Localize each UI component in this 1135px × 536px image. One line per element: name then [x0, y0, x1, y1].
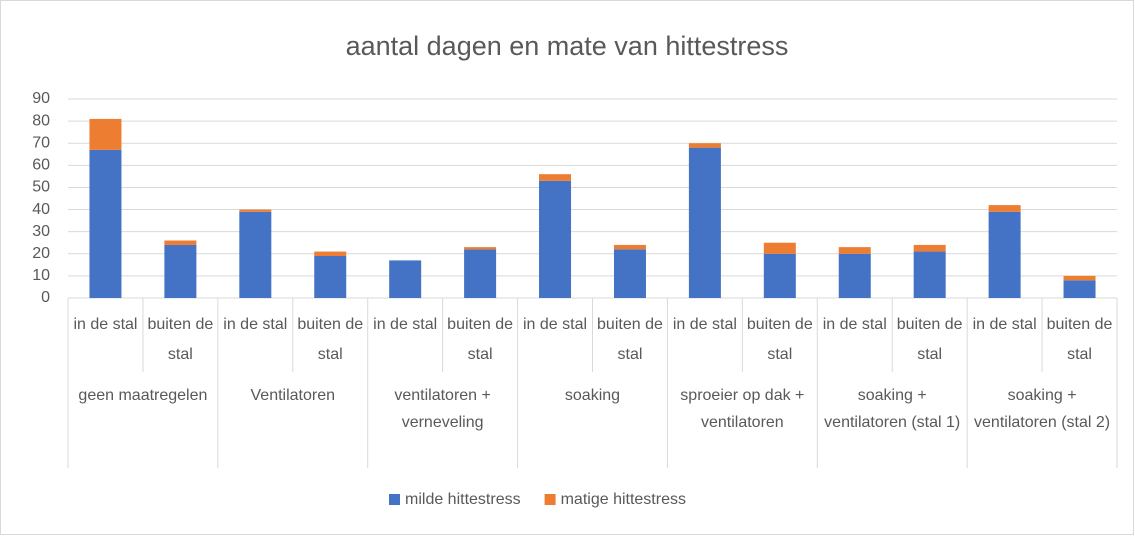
y-tick-label: 70: [32, 134, 50, 151]
x-tick-label: in de stal: [373, 316, 438, 333]
x-tick-label: buiten de stal: [1046, 316, 1113, 363]
x-tick-label: in de stal: [523, 316, 588, 333]
y-tick-label: 40: [32, 201, 50, 218]
y-tick-label: 10: [32, 267, 50, 284]
bar-segment: [539, 180, 572, 298]
legend-label: matige hittestress: [561, 491, 686, 508]
bar-segment: [838, 253, 871, 298]
x-tick-label: buiten de stal: [597, 316, 663, 363]
bar-segment: [314, 251, 347, 256]
bar-segment: [89, 118, 122, 150]
x-tick-label: in de stal: [672, 316, 737, 333]
bar-segment: [464, 247, 497, 250]
legend-swatch: [544, 494, 556, 505]
bar-segment: [613, 244, 646, 250]
legend-swatch: [389, 494, 400, 505]
bar-segment: [239, 209, 272, 212]
bar-segment: [913, 244, 946, 252]
x-tick-label: buiten de stal: [746, 316, 813, 363]
bar-segment: [613, 249, 646, 298]
bar-segment: [314, 255, 347, 298]
x-tick-label: buiten de stal: [147, 316, 214, 363]
y-tick-label: 0: [41, 289, 50, 306]
y-tick-label: 60: [32, 157, 50, 174]
x-tick-label: buiten de stal: [447, 316, 514, 363]
bar-segment: [838, 247, 871, 254]
bar-segment: [688, 143, 721, 148]
group-label: soaking + ventilatoren (stal 1): [824, 387, 961, 431]
bar-segment: [164, 244, 197, 298]
x-tick-label: in de stal: [223, 316, 288, 333]
x-tick-label: in de stal: [972, 316, 1037, 333]
bar-segment: [913, 251, 946, 298]
group-label: sproeier op dak + ventilatoren: [680, 387, 805, 431]
y-tick-label: 90: [32, 90, 50, 107]
y-tick-label: 80: [32, 112, 50, 129]
bar-segment: [539, 174, 572, 181]
bar-segment: [1063, 280, 1096, 298]
x-tick-label: buiten de stal: [896, 316, 963, 363]
group-label: Ventilatoren: [250, 387, 336, 404]
bar-segment: [988, 211, 1021, 298]
x-tick-label: in de stal: [73, 316, 138, 333]
bar-segment: [164, 240, 197, 245]
bar-segment: [464, 249, 497, 298]
bar-segment: [89, 149, 122, 298]
x-tick-label: buiten de stal: [297, 316, 364, 363]
chart-title: aantal dagen en mate van hittestress: [346, 31, 789, 61]
bar-segment: [763, 242, 796, 254]
group-label: ventilatoren + verneveling: [394, 387, 491, 431]
x-tick-label: in de stal: [822, 316, 887, 333]
y-tick-label: 30: [32, 223, 50, 240]
bar-segment: [988, 205, 1021, 212]
bar-segment: [1063, 275, 1096, 281]
y-tick-label: 50: [32, 179, 50, 196]
group-label: geen maatregelen: [78, 387, 208, 404]
bar-segment: [688, 147, 721, 298]
bar-segment: [389, 260, 422, 298]
group-label: soaking: [564, 387, 621, 404]
bar-segment: [239, 211, 272, 298]
bar-segment: [763, 253, 796, 298]
group-label: soaking + ventilatoren (stal 2): [974, 387, 1111, 431]
y-tick-label: 20: [32, 245, 50, 262]
legend-label: milde hittestress: [405, 491, 521, 508]
